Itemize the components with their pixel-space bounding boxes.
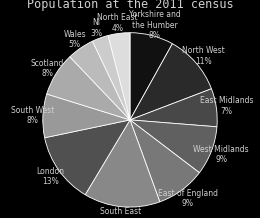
Wedge shape [130,89,217,127]
Text: Yorkshire and
the Humber
8%: Yorkshire and the Humber 8% [129,10,180,40]
Text: NI
3%: NI 3% [90,19,103,38]
Wedge shape [43,94,130,138]
Wedge shape [130,120,199,202]
Text: South West
8%: South West 8% [11,106,54,125]
Text: South East
14%: South East 14% [100,207,141,218]
Title: Population at the 2011 census: Population at the 2011 census [27,0,233,11]
Text: London
13%: London 13% [36,167,64,186]
Text: North East
4%: North East 4% [97,13,138,33]
Wedge shape [47,57,130,120]
Wedge shape [130,44,211,120]
Wedge shape [108,33,130,120]
Text: North West
11%: North West 11% [183,46,225,66]
Text: West Midlands
9%: West Midlands 9% [193,145,249,164]
Wedge shape [130,33,172,120]
Text: East Midlands
7%: East Midlands 7% [200,96,254,116]
Text: East of England
9%: East of England 9% [158,189,218,208]
Wedge shape [70,41,130,120]
Text: Scotland
8%: Scotland 8% [30,59,64,78]
Wedge shape [85,120,160,207]
Wedge shape [93,36,130,120]
Wedge shape [130,120,217,173]
Text: Wales
5%: Wales 5% [63,30,86,49]
Wedge shape [45,120,130,195]
